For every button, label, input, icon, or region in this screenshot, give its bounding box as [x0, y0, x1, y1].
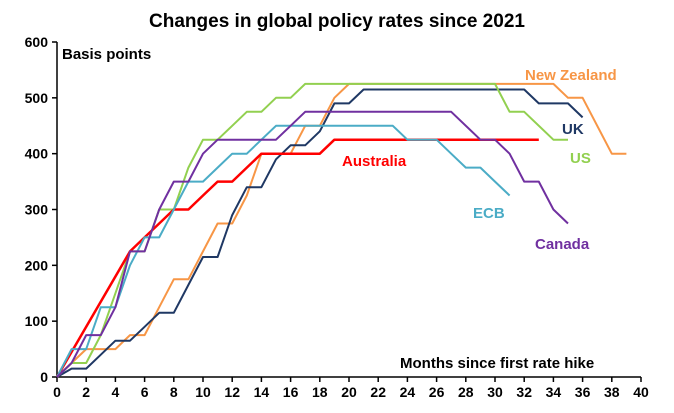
x-tick-label: 0	[53, 384, 61, 400]
x-tick-label: 6	[141, 384, 149, 400]
x-tick-label: 30	[487, 384, 503, 400]
series-line-canada	[56, 110, 569, 378]
x-axis-label: Months since first rate hike	[400, 355, 594, 372]
x-tick-label: 20	[341, 384, 357, 400]
x-tick-label: 2	[82, 384, 90, 400]
x-tick-label: 22	[370, 384, 386, 400]
series-line-australia	[55, 138, 539, 378]
series-label-us: US	[570, 150, 591, 167]
y-tick-label: 100	[25, 313, 49, 329]
series-label-canada: Canada	[535, 236, 590, 253]
x-tick-label: 4	[112, 384, 120, 400]
x-tick-label: 26	[429, 384, 445, 400]
x-tick-label: 14	[254, 384, 270, 400]
x-tick-label: 40	[633, 384, 649, 400]
series-label-new-zealand: New Zealand	[525, 67, 617, 84]
x-tick-label: 18	[312, 384, 328, 400]
series-label-ecb: ECB	[473, 205, 505, 222]
series-line-ecb	[56, 124, 511, 378]
x-tick-label: 24	[400, 384, 416, 400]
x-tick-label: 36	[575, 384, 591, 400]
x-tick-label: 12	[224, 384, 240, 400]
x-tick-label: 8	[170, 384, 178, 400]
x-tick-label: 38	[604, 384, 620, 400]
y-tick-label: 200	[25, 257, 49, 273]
x-tick-label: 32	[516, 384, 532, 400]
y-tick-label: 500	[25, 90, 49, 106]
series-line-new-zealand	[56, 82, 627, 378]
x-tick-label: 34	[546, 384, 562, 400]
y-tick-label: 600	[25, 34, 49, 50]
x-tick-label: 10	[195, 384, 211, 400]
y-axis-label: Basis points	[62, 46, 151, 63]
x-tick-label: 28	[458, 384, 474, 400]
y-tick-label: 400	[25, 146, 49, 162]
y-tick-label: 0	[40, 369, 48, 385]
series-label-uk: UK	[562, 121, 584, 138]
y-tick-label: 300	[25, 202, 49, 218]
series-label-australia: Australia	[342, 153, 407, 170]
x-tick-label: 16	[283, 384, 299, 400]
series-line-us	[56, 82, 568, 378]
chart-title: Changes in global policy rates since 202…	[149, 11, 525, 32]
series-line-uk	[56, 88, 584, 378]
